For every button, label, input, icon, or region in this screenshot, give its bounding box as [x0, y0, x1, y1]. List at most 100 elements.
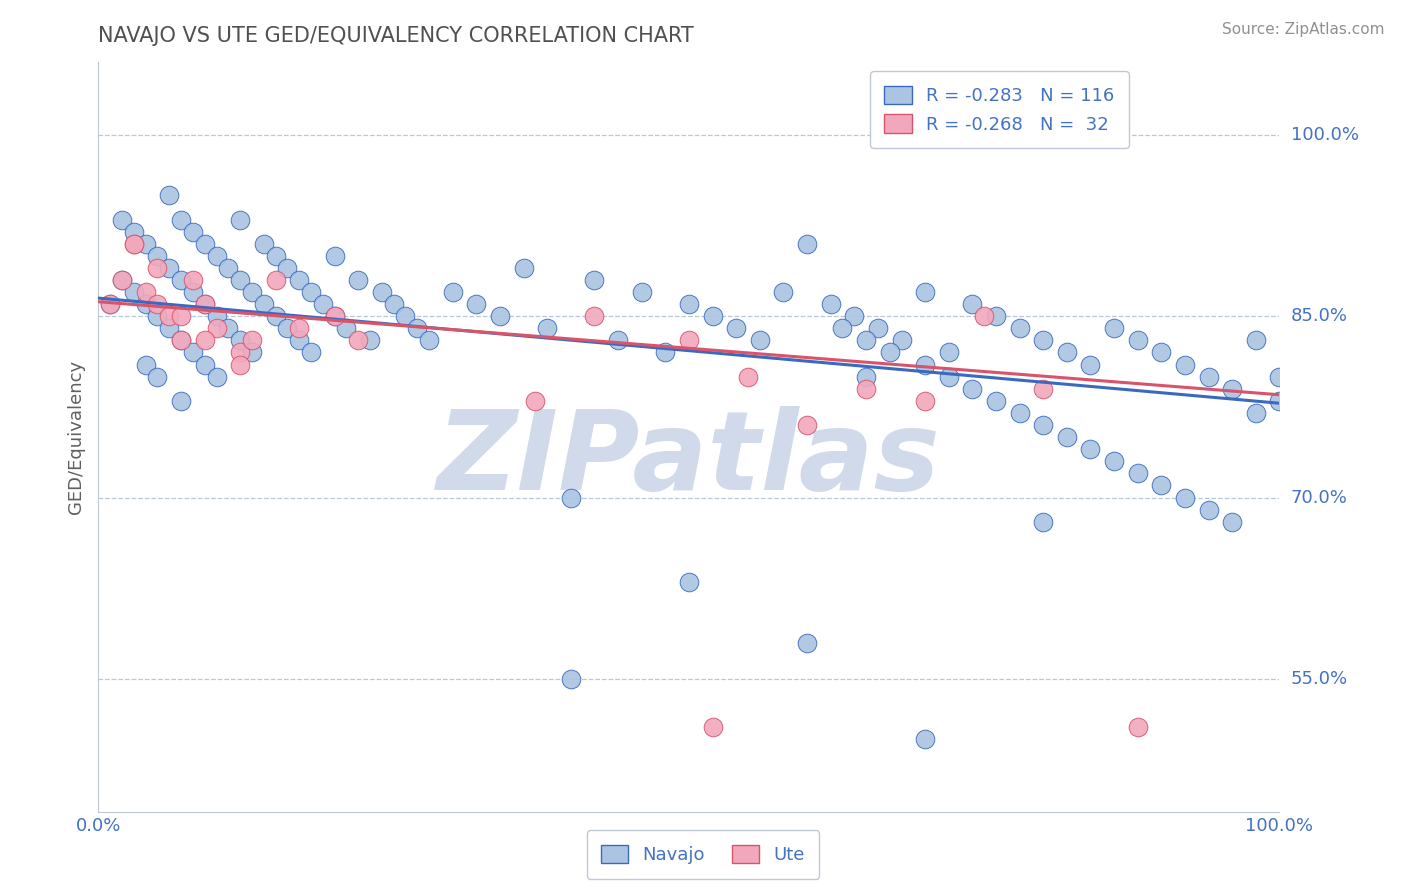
Point: [1198, 369, 1220, 384]
Point: [122, 225, 145, 239]
Point: [288, 334, 311, 348]
Point: [146, 310, 169, 324]
Point: [1174, 491, 1197, 505]
Point: [157, 188, 180, 202]
Point: [229, 345, 252, 359]
Point: [205, 369, 228, 384]
Point: [205, 310, 228, 324]
Point: [973, 310, 995, 324]
Text: 55.0%: 55.0%: [1291, 670, 1348, 688]
Point: [524, 393, 547, 408]
Point: [1174, 358, 1197, 372]
Legend: Navajo, Ute: Navajo, Ute: [586, 830, 820, 879]
Point: [229, 212, 252, 227]
Point: [607, 334, 630, 348]
Point: [170, 334, 193, 348]
Point: [1102, 454, 1125, 468]
Point: [157, 321, 180, 335]
Point: [1150, 345, 1173, 359]
Point: [181, 345, 204, 359]
Point: [938, 369, 960, 384]
Point: [1032, 515, 1054, 529]
Point: [335, 321, 357, 335]
Point: [122, 236, 145, 251]
Point: [181, 273, 204, 287]
Point: [879, 345, 901, 359]
Point: [1008, 406, 1031, 420]
Point: [1220, 382, 1243, 396]
Point: [702, 310, 724, 324]
Point: [157, 310, 180, 324]
Point: [135, 358, 157, 372]
Point: [914, 285, 936, 299]
Point: [890, 334, 912, 348]
Point: [98, 297, 121, 311]
Point: [347, 334, 370, 348]
Y-axis label: GED/Equivalency: GED/Equivalency: [66, 360, 84, 514]
Point: [914, 732, 936, 747]
Point: [359, 334, 381, 348]
Point: [205, 249, 228, 263]
Point: [240, 285, 263, 299]
Point: [111, 212, 134, 227]
Point: [240, 334, 263, 348]
Point: [371, 285, 394, 299]
Point: [205, 321, 228, 335]
Point: [489, 310, 512, 324]
Point: [962, 297, 984, 311]
Point: [984, 310, 1007, 324]
Point: [288, 273, 311, 287]
Point: [1126, 334, 1149, 348]
Point: [217, 321, 239, 335]
Point: [111, 273, 134, 287]
Point: [135, 297, 157, 311]
Point: [170, 310, 193, 324]
Point: [146, 260, 169, 275]
Point: [122, 285, 145, 299]
Point: [820, 297, 842, 311]
Point: [264, 310, 287, 324]
Point: [299, 345, 322, 359]
Point: [157, 260, 180, 275]
Point: [938, 345, 960, 359]
Point: [229, 273, 252, 287]
Point: [170, 273, 193, 287]
Legend: R = -0.283   N = 116, R = -0.268   N =  32: R = -0.283 N = 116, R = -0.268 N = 32: [870, 71, 1129, 148]
Point: [170, 334, 193, 348]
Point: [264, 273, 287, 287]
Point: [323, 310, 346, 324]
Point: [229, 358, 252, 372]
Text: NAVAJO VS UTE GED/EQUIVALENCY CORRELATION CHART: NAVAJO VS UTE GED/EQUIVALENCY CORRELATIO…: [98, 26, 695, 45]
Point: [844, 310, 866, 324]
Point: [536, 321, 558, 335]
Point: [1032, 334, 1054, 348]
Point: [914, 358, 936, 372]
Point: [276, 260, 298, 275]
Point: [146, 297, 169, 311]
Point: [1126, 467, 1149, 481]
Point: [406, 321, 429, 335]
Point: [1244, 406, 1267, 420]
Point: [855, 369, 877, 384]
Point: [181, 225, 204, 239]
Point: [170, 393, 193, 408]
Point: [678, 575, 700, 590]
Point: [866, 321, 889, 335]
Point: [796, 236, 818, 251]
Point: [1220, 515, 1243, 529]
Point: [1126, 720, 1149, 734]
Point: [253, 297, 276, 311]
Point: [418, 334, 440, 348]
Point: [1008, 321, 1031, 335]
Point: [560, 491, 582, 505]
Point: [678, 334, 700, 348]
Point: [181, 285, 204, 299]
Point: [170, 212, 193, 227]
Point: [1080, 442, 1102, 457]
Point: [583, 273, 606, 287]
Point: [1198, 502, 1220, 516]
Point: [264, 249, 287, 263]
Point: [135, 285, 157, 299]
Point: [1080, 358, 1102, 372]
Point: [98, 297, 121, 311]
